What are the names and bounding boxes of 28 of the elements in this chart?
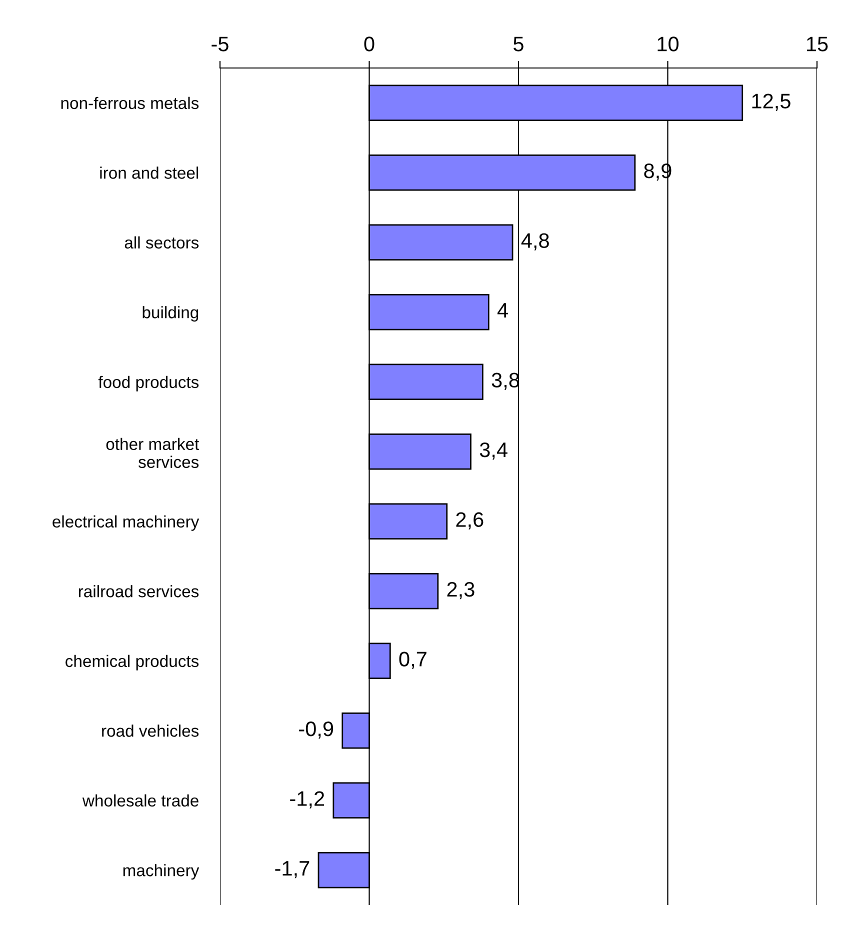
data-label: 2,6: [456, 512, 484, 530]
y-tick-label: road vehicles: [102, 724, 199, 737]
x-tick-label: 15: [807, 36, 828, 52]
data-label: -1,2: [290, 791, 324, 808]
y-tick-label: iron and steel: [100, 166, 198, 179]
data-label: 4,8: [521, 233, 549, 250]
y-tick-label: railroad services: [78, 585, 199, 598]
y-tick-label: non-ferrous metals: [61, 96, 199, 110]
data-label: 0,7: [399, 652, 426, 669]
y-tick-label: electrical machinery: [52, 515, 200, 531]
y-tick-label: wholesale trade: [82, 794, 198, 807]
y-tick-label: other market services: [106, 438, 200, 468]
data-label: -1,7: [275, 861, 310, 878]
data-label: 3,4: [480, 442, 508, 460]
x-tick-label: 10: [658, 36, 679, 52]
y-tick-label: food products: [98, 376, 199, 392]
data-label: 3,8: [492, 372, 520, 390]
y-tick-label: machinery: [123, 864, 200, 880]
y-tick-label: building: [142, 306, 198, 322]
y-tick-label: chemical products: [66, 654, 199, 670]
y-tick-label: all sectors: [124, 236, 199, 249]
data-label: 2,3: [447, 582, 474, 600]
x-tick-label: -5: [212, 36, 228, 52]
data-label: -0,9: [299, 721, 334, 739]
data-label: 12,5: [752, 94, 790, 111]
data-label: 4: [497, 303, 508, 318]
x-tick-label: 5: [514, 36, 524, 52]
x-tick-label: 0: [364, 36, 374, 52]
